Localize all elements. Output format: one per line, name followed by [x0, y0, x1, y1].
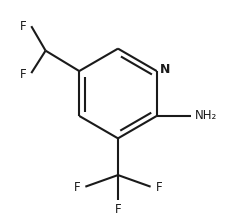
Text: F: F [20, 68, 27, 81]
Text: F: F [74, 181, 80, 194]
Text: F: F [20, 20, 27, 33]
Text: N: N [160, 62, 170, 76]
Text: F: F [115, 203, 121, 216]
Text: F: F [156, 181, 162, 194]
Text: NH₂: NH₂ [194, 109, 217, 122]
